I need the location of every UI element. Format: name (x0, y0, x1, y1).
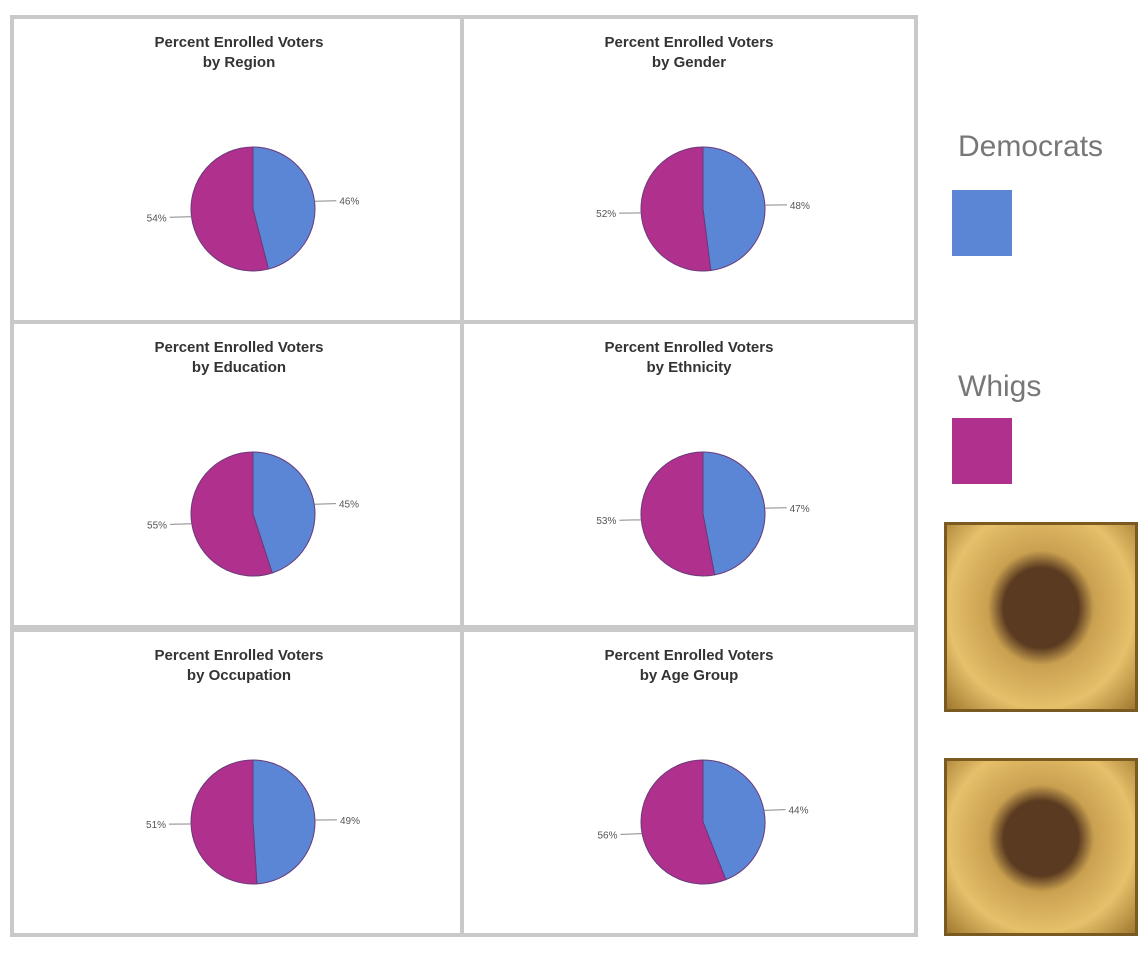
legend-label: Whigs (958, 370, 1042, 403)
pie-slice (252, 146, 316, 270)
legend-label: Democrats (958, 130, 1104, 163)
chart-title: Percent Enrolled Voters by Ethnicity (604, 339, 774, 376)
data-label: 44% (789, 806, 809, 817)
chart: 48% 52% (596, 146, 810, 272)
chart-title: Percent Enrolled Voters by Gender (604, 34, 774, 71)
pie-slice (252, 759, 316, 885)
photo (944, 522, 1138, 712)
pie-slice (640, 146, 712, 272)
chart-title: Percent Enrolled Voters by Occupation (154, 647, 324, 684)
leader-line (314, 200, 337, 202)
chart: 44% 56% (597, 759, 809, 885)
pie-slice (252, 451, 316, 574)
data-label: 52% (596, 209, 616, 220)
data-label: 45% (339, 500, 359, 511)
data-label: 53% (596, 516, 616, 527)
legend-swatch (952, 190, 1012, 256)
chart-panel: Percent Enrolled Voters by Education 45% 5… (10, 320, 468, 629)
leader-line (169, 216, 192, 218)
chart-title: Percent Enrolled Voters by Age Group (604, 647, 774, 684)
chart-panel: Percent Enrolled Voters by Gender 48% 52% (460, 15, 918, 324)
pie-slice (190, 146, 270, 272)
chart: 47% 53% (596, 451, 810, 577)
pie-slice (190, 759, 258, 885)
pie-slice (702, 451, 766, 576)
legend-swatch (952, 418, 1012, 484)
data-label: 47% (790, 504, 810, 515)
leader-line (314, 503, 336, 505)
pie-slice (640, 451, 716, 577)
leader-line (620, 833, 643, 835)
pie-slice (190, 451, 273, 577)
chart: 46% 54% (147, 146, 359, 272)
pie-slice (702, 146, 766, 272)
pie-slice (702, 759, 766, 881)
data-label: 56% (597, 830, 617, 841)
chart-panel: Percent Enrolled Voters by Region 46% 54% (10, 15, 468, 324)
data-label: 46% (339, 197, 359, 208)
leader-line (763, 809, 786, 811)
chart-panel: Percent Enrolled Voters by Age Group 44% 5… (460, 628, 918, 937)
chart: 49% 51% (146, 759, 360, 885)
chart-title: Percent Enrolled Voters by Region (154, 34, 324, 71)
chart-panel: Percent Enrolled Voters by Occupation 49%… (10, 628, 468, 937)
chart-panel: Percent Enrolled Voters by Ethnicity 47% 5… (460, 320, 918, 629)
chart-title: Percent Enrolled Voters by Education (154, 339, 324, 376)
chart: 45% 55% (147, 451, 359, 577)
photo (944, 758, 1138, 936)
data-label: 55% (147, 520, 167, 531)
data-label: 49% (340, 816, 360, 827)
data-label: 51% (146, 820, 166, 831)
leader-line (170, 523, 192, 525)
data-label: 48% (790, 201, 810, 212)
data-label: 54% (147, 213, 167, 224)
